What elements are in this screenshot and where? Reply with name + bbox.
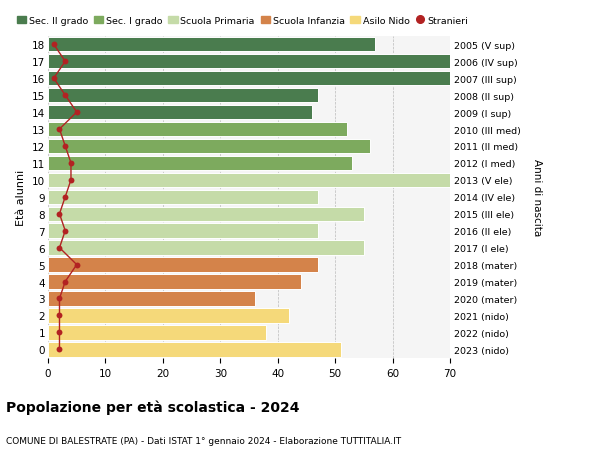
Point bbox=[61, 228, 70, 235]
Point bbox=[55, 211, 64, 218]
Point bbox=[61, 143, 70, 150]
Point bbox=[55, 295, 64, 302]
Bar bbox=[48, 173, 456, 188]
Bar bbox=[48, 275, 301, 289]
Bar bbox=[48, 157, 352, 171]
Point bbox=[72, 261, 82, 269]
Bar bbox=[48, 308, 289, 323]
Bar bbox=[48, 89, 318, 103]
Point bbox=[66, 160, 76, 167]
Bar bbox=[48, 224, 318, 238]
Legend: Sec. II grado, Sec. I grado, Scuola Primaria, Scuola Infanzia, Asilo Nido, Stran: Sec. II grado, Sec. I grado, Scuola Prim… bbox=[17, 17, 468, 26]
Point bbox=[49, 41, 59, 49]
Text: Popolazione per età scolastica - 2024: Popolazione per età scolastica - 2024 bbox=[6, 399, 299, 414]
Point bbox=[61, 194, 70, 201]
Bar bbox=[48, 106, 312, 120]
Point bbox=[61, 58, 70, 66]
Point bbox=[55, 329, 64, 336]
Bar bbox=[48, 123, 347, 137]
Bar bbox=[48, 291, 255, 306]
Bar bbox=[48, 207, 364, 221]
Y-axis label: Anni di nascita: Anni di nascita bbox=[532, 159, 542, 236]
Bar bbox=[48, 258, 318, 272]
Point bbox=[61, 92, 70, 100]
Point bbox=[55, 346, 64, 353]
Point bbox=[55, 245, 64, 252]
Point bbox=[55, 312, 64, 319]
Point bbox=[61, 278, 70, 285]
Bar bbox=[48, 241, 364, 255]
Point bbox=[72, 109, 82, 117]
Bar bbox=[48, 140, 370, 154]
Bar bbox=[48, 55, 450, 69]
Bar bbox=[48, 38, 376, 52]
Bar bbox=[48, 190, 318, 205]
Bar bbox=[48, 72, 450, 86]
Point bbox=[49, 75, 59, 83]
Point bbox=[66, 177, 76, 184]
Point bbox=[55, 126, 64, 134]
Text: COMUNE DI BALESTRATE (PA) - Dati ISTAT 1° gennaio 2024 - Elaborazione TUTTITALIA: COMUNE DI BALESTRATE (PA) - Dati ISTAT 1… bbox=[6, 436, 401, 445]
Y-axis label: Età alunni: Età alunni bbox=[16, 169, 26, 225]
Bar bbox=[48, 342, 341, 357]
Bar bbox=[48, 325, 266, 340]
